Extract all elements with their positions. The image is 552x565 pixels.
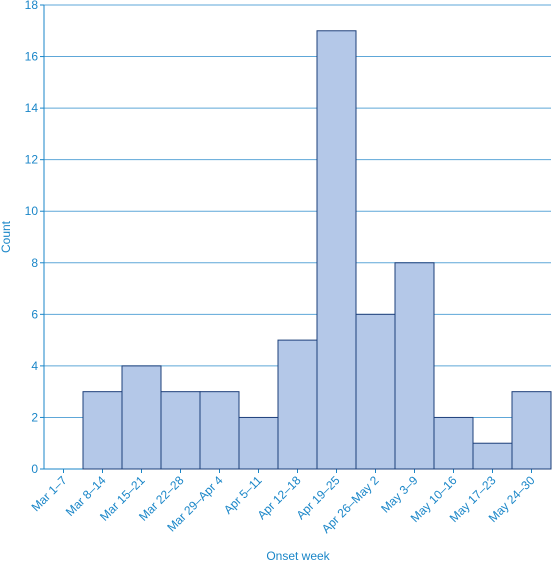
bar: [238, 416, 279, 470]
y-axis-label: Count: [0, 220, 13, 253]
bar: [472, 442, 513, 470]
y-tick-label: 16: [25, 50, 39, 64]
bar: [82, 391, 123, 470]
y-tick-label: 8: [31, 256, 38, 270]
y-tick-label: 6: [31, 307, 38, 321]
bar: [160, 391, 201, 470]
bar: [121, 365, 162, 470]
bar: [433, 416, 474, 470]
y-tick-label: 18: [25, 0, 39, 12]
y-tick-label: 2: [31, 410, 38, 424]
bar: [355, 313, 396, 470]
bar: [277, 339, 318, 470]
x-axis-label: Onset week: [266, 549, 330, 563]
y-tick-label: 0: [31, 462, 38, 476]
bar: [511, 391, 552, 470]
y-tick-label: 14: [25, 101, 39, 115]
y-tick-label: 10: [25, 204, 39, 218]
bar: [199, 391, 240, 470]
bar: [394, 262, 435, 470]
y-tick-label: 12: [25, 153, 39, 167]
y-tick-label: 4: [31, 359, 38, 373]
bar: [316, 30, 357, 470]
